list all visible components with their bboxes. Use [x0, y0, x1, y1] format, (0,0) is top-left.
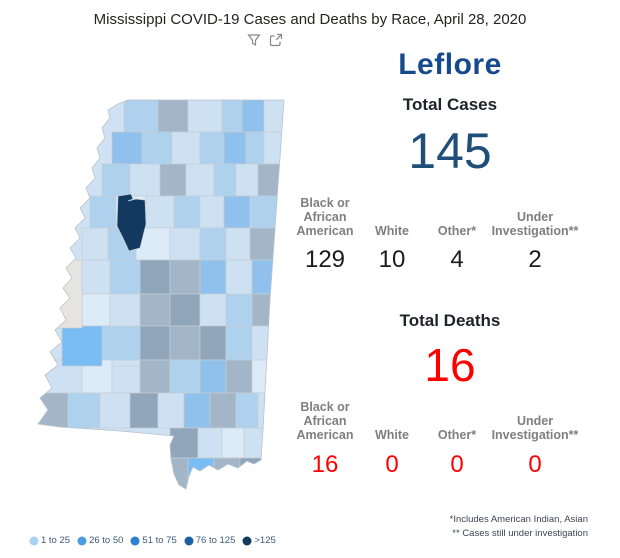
legend-item[interactable]: 51 to 75	[130, 535, 177, 546]
legend-item[interactable]: 26 to 50	[77, 535, 123, 546]
county-mosaic	[38, 100, 284, 489]
legend-dot-icon	[242, 536, 252, 545]
legend-item[interactable]: >125	[242, 535, 276, 546]
deaths-label-black-or-african-american: Black or African American	[296, 400, 354, 442]
cases-value-under-investigation: 2	[528, 246, 542, 273]
legend-dot-icon	[77, 536, 87, 545]
legend-label: 26 to 50	[89, 535, 124, 546]
deaths-value-white: 0	[385, 451, 399, 478]
filter-icon[interactable]	[247, 33, 261, 47]
county-leflore-selected[interactable]	[116, 193, 147, 252]
legend-item[interactable]: 76 to 125	[184, 535, 236, 546]
legend-dot-icon	[29, 536, 39, 545]
total-deaths-title: Total Deaths	[399, 311, 501, 330]
footnotes: *Includes American Indian, Asian ** Case…	[320, 513, 588, 540]
deaths-value-black-or-african-american: 16	[311, 451, 339, 478]
cases-label-black-or-african-american: Black or African American	[296, 196, 354, 238]
county-no-data[interactable]	[55, 259, 83, 329]
footnote-under-investigation: ** Cases still under investigation	[452, 527, 588, 539]
cases-value-white: 10	[378, 246, 406, 273]
deaths-value-other: 0	[450, 451, 464, 478]
legend-label: 1 to 25	[41, 535, 71, 546]
cases-label-under-investigation: Under Investigation**	[491, 210, 579, 238]
legend-item[interactable]: 1 to 25	[29, 535, 70, 546]
legend-label: 51 to 75	[142, 535, 177, 546]
cases-value-black-or-african-american: 129	[304, 246, 346, 273]
focus-mode-icon[interactable]	[269, 33, 283, 47]
total-cases-title: Total Cases	[402, 95, 498, 114]
deaths-label-under-investigation: Under Investigation**	[491, 414, 579, 442]
legend-dot-icon	[130, 536, 140, 545]
footnote-other: *Includes American Indian, Asian	[449, 514, 588, 525]
cases-label-other: Other*	[437, 224, 477, 238]
deaths-label-other: Other*	[437, 428, 477, 442]
total-cases-value: 145	[408, 123, 492, 179]
legend-label: 76 to 125	[195, 535, 236, 546]
cases-value-other: 4	[450, 246, 464, 273]
deaths-label-white: White	[374, 428, 410, 442]
legend-dot-icon	[184, 536, 194, 545]
total-deaths-value: 16	[424, 339, 476, 391]
selected-county-title: Leflore	[398, 48, 502, 81]
deaths-value-under-investigation: 0	[528, 451, 542, 478]
visual-header-toolbar	[247, 33, 283, 47]
map-legend: 1 to 25 26 to 50 51 to 75 76 to 125 >125	[29, 535, 276, 546]
cases-label-white: White	[374, 224, 410, 238]
legend-label: >125	[254, 535, 276, 546]
state-outline	[37, 99, 285, 490]
page-title: Mississippi COVID-19 Cases and Deaths by…	[93, 11, 527, 28]
choropleth-map[interactable]	[28, 88, 296, 533]
